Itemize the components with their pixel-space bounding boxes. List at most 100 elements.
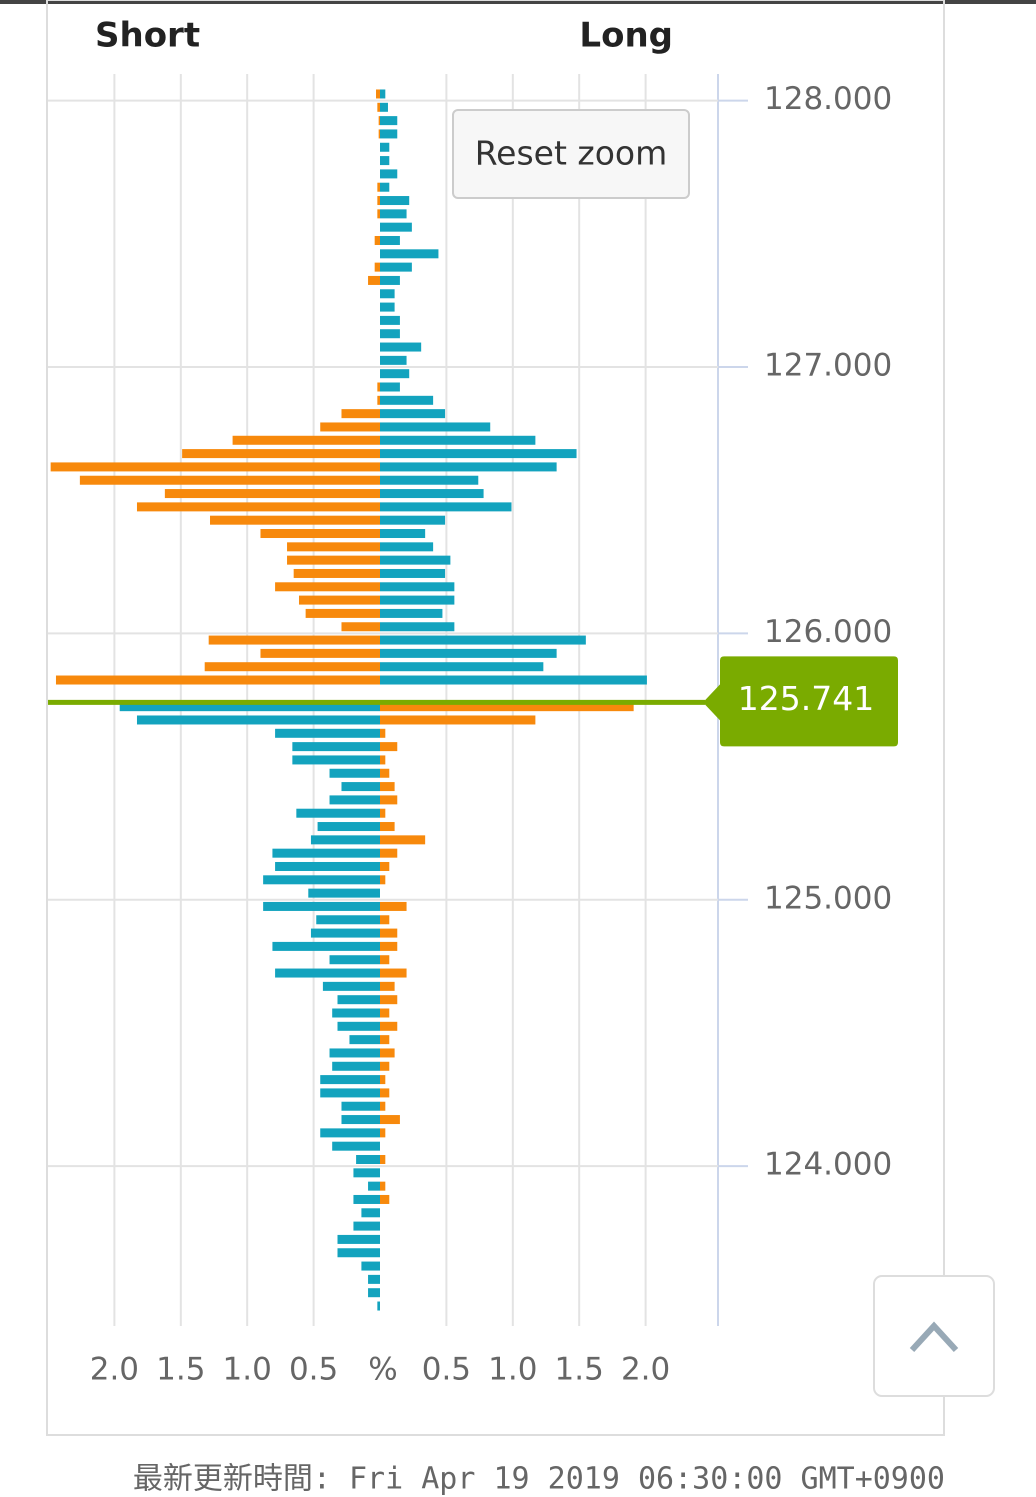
bar xyxy=(341,409,380,419)
bar xyxy=(380,848,398,858)
bar xyxy=(380,608,443,618)
x-tick-label: 1.0 xyxy=(223,1352,272,1388)
bar xyxy=(380,222,412,232)
bar xyxy=(292,755,380,765)
bar xyxy=(380,875,386,885)
bar xyxy=(380,409,446,419)
x-tick-label: 1.5 xyxy=(555,1352,604,1388)
bar xyxy=(380,1115,400,1125)
bar xyxy=(275,861,380,871)
bar xyxy=(380,901,407,911)
bar xyxy=(380,489,484,499)
bar xyxy=(341,622,380,632)
bar xyxy=(380,1128,386,1138)
bar xyxy=(380,915,390,925)
bar xyxy=(380,995,398,1005)
bar xyxy=(380,768,390,778)
bar xyxy=(316,915,380,925)
bar xyxy=(356,1155,380,1165)
bar xyxy=(341,782,380,792)
bar xyxy=(332,1008,380,1018)
bar xyxy=(380,395,434,405)
bar xyxy=(380,1155,386,1165)
x-tick-label: 0.5 xyxy=(422,1352,471,1388)
bar xyxy=(332,1061,380,1071)
scroll-top-box[interactable] xyxy=(873,1275,995,1397)
bar xyxy=(341,1101,380,1111)
bar xyxy=(380,861,390,871)
bar xyxy=(320,1088,380,1098)
bar xyxy=(380,728,386,738)
bar xyxy=(337,1248,380,1258)
bar xyxy=(332,1141,380,1151)
bar xyxy=(377,395,380,405)
bar xyxy=(380,648,557,658)
update-time: 最新更新時間: Fri Apr 19 2019 06:30:00 GMT+090… xyxy=(133,1462,945,1497)
bar xyxy=(353,1221,380,1231)
bar xyxy=(337,1234,380,1244)
bar xyxy=(368,1274,380,1284)
reset-zoom-button[interactable]: Reset zoom xyxy=(452,109,690,199)
bar xyxy=(380,782,395,792)
bar xyxy=(368,1288,380,1298)
bar xyxy=(380,582,455,592)
chevron-up[interactable] xyxy=(909,1321,959,1353)
bar xyxy=(380,1075,386,1085)
panel xyxy=(46,0,945,1436)
reset-zoom-label[interactable]: Reset zoom xyxy=(475,134,668,173)
bar xyxy=(380,981,395,991)
bar xyxy=(136,715,380,725)
reset-zoom-box[interactable] xyxy=(452,109,690,199)
bar xyxy=(380,169,398,179)
bar xyxy=(380,635,586,645)
bar xyxy=(380,1035,390,1045)
bar xyxy=(380,449,577,459)
bar xyxy=(322,981,380,991)
bar xyxy=(380,502,512,512)
bar xyxy=(353,1194,380,1204)
bars xyxy=(50,89,647,1311)
bar xyxy=(119,702,380,712)
bar xyxy=(380,555,451,565)
bar xyxy=(380,808,386,818)
bar xyxy=(204,662,380,672)
bar xyxy=(380,1194,390,1204)
bar xyxy=(380,369,410,379)
bar xyxy=(329,1048,380,1058)
bar xyxy=(320,422,380,432)
bar xyxy=(353,1168,380,1178)
bar xyxy=(380,702,634,712)
bar xyxy=(79,475,380,485)
bar xyxy=(377,182,380,192)
bar xyxy=(377,196,380,206)
bar xyxy=(292,742,380,752)
top-border xyxy=(0,0,1036,4)
bar xyxy=(317,822,380,832)
short-header: Short xyxy=(95,16,200,56)
bar xyxy=(260,529,380,539)
bar xyxy=(377,102,380,112)
bar xyxy=(374,262,380,272)
bar xyxy=(380,89,386,99)
bar xyxy=(380,382,400,392)
x-tick-label: 2.0 xyxy=(621,1352,670,1388)
x-axis-label: % xyxy=(368,1352,397,1388)
bar xyxy=(380,116,398,126)
bar xyxy=(380,675,647,685)
bar xyxy=(275,728,380,738)
bar xyxy=(320,1128,380,1138)
bar xyxy=(380,156,390,166)
bar xyxy=(380,1008,390,1018)
bar xyxy=(320,1075,380,1085)
bar xyxy=(374,235,380,245)
scroll-top-button[interactable] xyxy=(873,1275,995,1397)
bar xyxy=(380,355,407,365)
bar xyxy=(380,968,407,978)
bar xyxy=(380,342,422,352)
bar xyxy=(380,262,412,272)
bar xyxy=(380,795,398,805)
bar xyxy=(380,568,446,578)
bar xyxy=(380,209,407,219)
bar xyxy=(275,968,380,978)
